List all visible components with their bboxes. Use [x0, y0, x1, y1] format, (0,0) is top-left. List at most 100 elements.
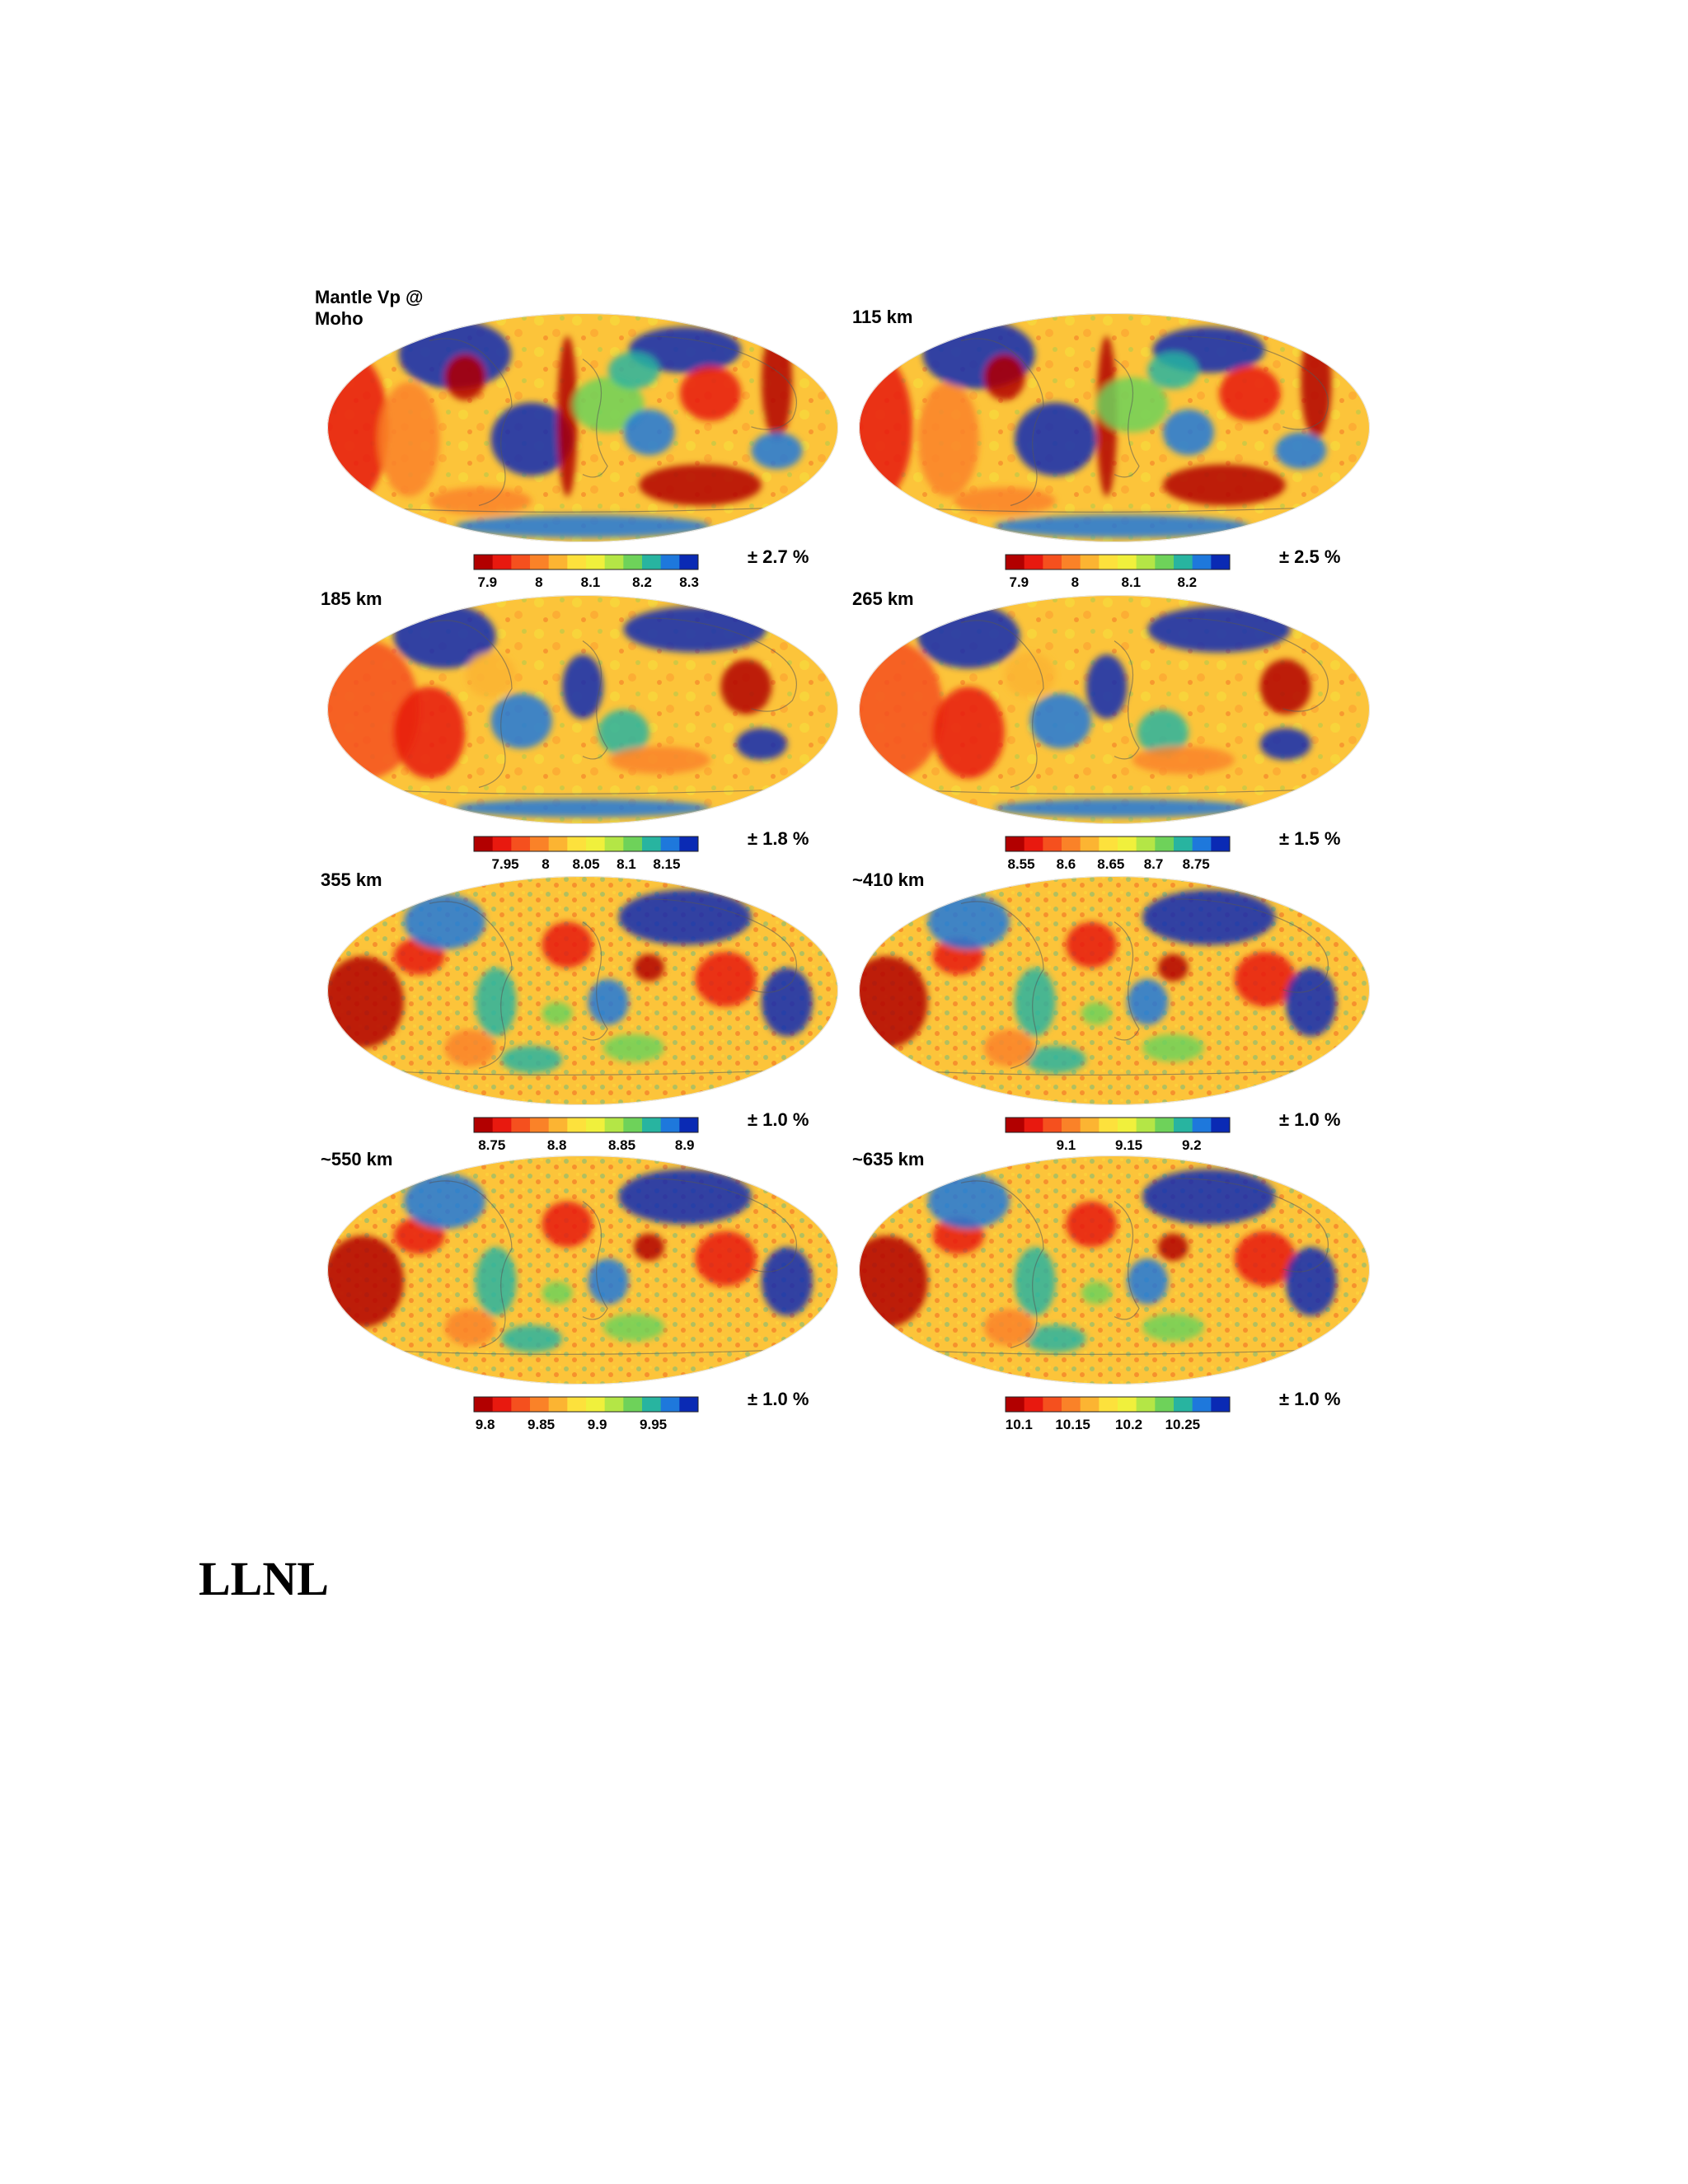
colorbar-segment	[660, 555, 680, 569]
colorbar-segment	[1080, 1397, 1100, 1412]
colorbar-tick-label: 7.95	[492, 856, 519, 872]
colorbar-tick-label: 10.25	[1165, 1417, 1201, 1432]
colorbar-segment	[1174, 837, 1193, 851]
colorbar-segment	[586, 1118, 606, 1132]
colorbar-segment	[492, 1397, 512, 1412]
velocity-map	[327, 1155, 838, 1385]
colorbar-tick-label: 9.15	[1115, 1137, 1142, 1153]
colorbar-segment	[474, 837, 494, 851]
panel-title: 185 km	[321, 588, 382, 609]
colorbar-tick-label: 8	[542, 856, 549, 872]
colorbar-tick-label: 8.85	[608, 1137, 635, 1153]
colorbar-segment	[1080, 555, 1100, 569]
colorbar-segment	[1155, 1397, 1175, 1412]
velocity-map	[859, 595, 1370, 824]
panel-title-line: Mantle Vp @	[315, 287, 423, 307]
colorbar-segment	[474, 1118, 494, 1132]
colorbar-segment	[567, 555, 587, 569]
colorbar-segment	[604, 1118, 624, 1132]
map-panel-2: 115 km 7.9 8 8.1 8.2 ± 2.5 %	[852, 307, 1370, 590]
panel-title-line: 185 km	[321, 588, 382, 609]
colorbar-segment	[548, 837, 568, 851]
panel-title-line: ~410 km	[852, 869, 924, 890]
colorbar-segment	[604, 837, 624, 851]
colorbar-segment	[492, 1118, 512, 1132]
colorbar-segment	[1024, 1118, 1043, 1132]
colorbar-segment	[567, 837, 587, 851]
panel-title: Mantle Vp @ Moho	[315, 287, 423, 329]
colorbar-tick-label: 8.2	[1177, 574, 1197, 590]
colorbar-segment	[1136, 837, 1156, 851]
colorbar-tick-label: 10.15	[1055, 1417, 1090, 1432]
colorbar-segment	[567, 1118, 587, 1132]
colorbar-segment	[660, 837, 680, 851]
colorbar-segment	[474, 555, 494, 569]
velocity-map	[327, 595, 838, 824]
colorbar-tick-label: 8.65	[1097, 856, 1124, 872]
colorbar-segment	[1062, 1397, 1081, 1412]
colorbar-segment	[1118, 1118, 1137, 1132]
colorbar-tick-label: 8.55	[1007, 856, 1034, 872]
colorbar-tick-label: 8.15	[653, 856, 680, 872]
colorbar-segment	[1006, 1118, 1025, 1132]
colorbar-segment	[1118, 837, 1137, 851]
panel-title-line: ~550 km	[321, 1149, 392, 1169]
colorbar-tick-label: 8.3	[679, 574, 699, 590]
colorbar-segment	[548, 1397, 568, 1412]
velocity-map	[859, 876, 1370, 1105]
colorbar-segment	[492, 837, 512, 851]
range-label: ± 1.8 %	[748, 828, 809, 849]
colorbar-segment	[1174, 1118, 1193, 1132]
colorbar-segment	[1043, 1397, 1062, 1412]
colorbar-segment	[474, 1397, 494, 1412]
colorbar-segment	[1155, 555, 1175, 569]
range-label: ± 1.0 %	[1279, 1389, 1340, 1409]
llnl-label: LLNL	[199, 1552, 329, 1605]
colorbar-segment	[530, 1118, 550, 1132]
panel-title-line: 115 km	[852, 307, 912, 327]
range-label: ± 1.0 %	[1279, 1109, 1340, 1130]
colorbar-segment	[1211, 1397, 1231, 1412]
colorbar-segment	[623, 1118, 643, 1132]
colorbar-segment	[1136, 1118, 1156, 1132]
colorbar-segment	[1211, 1118, 1231, 1132]
colorbar: 7.9 8 8.1 8.2	[1005, 554, 1231, 590]
colorbar-segment	[1211, 555, 1231, 569]
colorbar: 7.9 8 8.1 8.2 8.3	[473, 554, 699, 590]
velocity-map	[327, 313, 838, 542]
map-panel-7: ~550 km 9.8 9.85 9.9 9.95 ± 1.0 %	[321, 1149, 838, 1432]
colorbar-tick-label: 8.1	[617, 856, 636, 872]
velocity-map	[327, 876, 838, 1105]
colorbar-tick-label: 8.9	[675, 1137, 695, 1153]
colorbar-segment	[1155, 837, 1175, 851]
colorbar-tick-label: 9.8	[476, 1417, 495, 1432]
colorbar-segment	[642, 555, 662, 569]
colorbar-segment	[1062, 555, 1081, 569]
panel-title-line: 355 km	[321, 869, 382, 890]
colorbar-tick-label: 10.2	[1115, 1417, 1142, 1432]
colorbar-tick-label: 8	[1071, 574, 1079, 590]
colorbar-segment	[1043, 555, 1062, 569]
colorbar-segment	[1174, 1397, 1193, 1412]
colorbar-segment	[586, 837, 606, 851]
colorbar-segment	[1024, 1397, 1043, 1412]
panel-title-line: 265 km	[852, 588, 914, 609]
panel-title: 355 km	[321, 869, 382, 890]
colorbar-segment	[1118, 555, 1137, 569]
colorbar-tick-label: 8.75	[1183, 856, 1210, 872]
colorbar-segment	[1099, 1118, 1118, 1132]
colorbar-tick-label: 8.8	[547, 1137, 567, 1153]
colorbar-segment	[1062, 1118, 1081, 1132]
colorbar-segment	[679, 837, 699, 851]
colorbar-segment	[530, 555, 550, 569]
panel-title-line: Moho	[315, 308, 363, 329]
panel-title-line: ~635 km	[852, 1149, 924, 1169]
colorbar-tick-label: 8.1	[581, 574, 601, 590]
colorbar-segment	[642, 1397, 662, 1412]
map-panel-1: Mantle Vp @ Moho 7.9 8 8.1 8.2 8.3 ± 2.7 %	[315, 287, 838, 590]
colorbar-tick-label: 9.2	[1182, 1137, 1202, 1153]
colorbar: 8.55 8.6 8.65 8.7 8.75	[1005, 836, 1231, 872]
colorbar: 9.1 9.15 9.2	[1005, 1117, 1231, 1153]
colorbar-segment	[642, 1118, 662, 1132]
